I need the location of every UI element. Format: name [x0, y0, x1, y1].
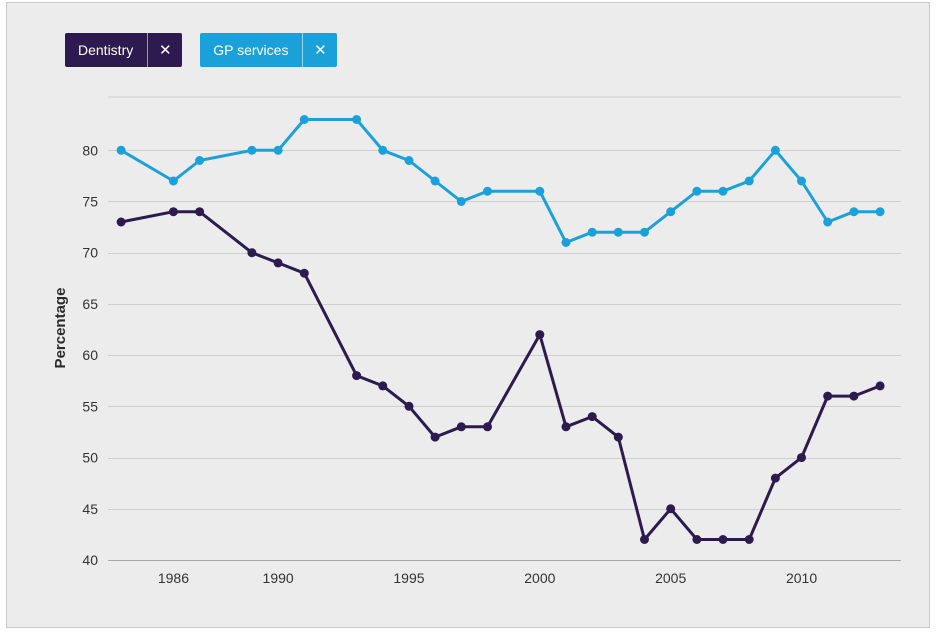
close-icon[interactable]: ✕	[302, 33, 337, 67]
series-line-gp[interactable]	[120, 118, 881, 244]
data-point-gp[interactable]	[116, 145, 126, 155]
data-point-dentistry[interactable]	[770, 473, 780, 483]
x-tick-label: 2000	[524, 570, 555, 586]
data-point-dentistry[interactable]	[666, 504, 676, 514]
gridlines	[108, 96, 901, 561]
data-point-dentistry[interactable]	[587, 412, 597, 422]
data-point-dentistry[interactable]	[875, 381, 885, 391]
data-point-dentistry[interactable]	[797, 453, 806, 463]
data-point-dentistry[interactable]	[561, 422, 571, 432]
y-tick-label: 65	[82, 296, 98, 312]
x-tick-label: 2010	[786, 570, 817, 586]
data-point-dentistry[interactable]	[849, 391, 859, 401]
data-point-gp[interactable]	[404, 156, 414, 165]
close-icon[interactable]: ✕	[147, 33, 182, 67]
data-point-gp[interactable]	[273, 145, 283, 155]
x-tick-label: 1990	[263, 570, 294, 586]
series-line-dentistry[interactable]	[120, 210, 881, 541]
data-point-gp[interactable]	[640, 227, 649, 237]
data-point-gp[interactable]	[299, 115, 309, 124]
legend-chip-dentistry-label: Dentistry	[78, 42, 134, 58]
data-point-gp[interactable]	[849, 207, 859, 217]
data-point-dentistry[interactable]	[378, 381, 388, 391]
data-point-gp[interactable]	[195, 156, 205, 165]
data-point-gp[interactable]	[378, 145, 388, 155]
data-point-dentistry[interactable]	[535, 330, 545, 340]
y-tick-label: 45	[82, 501, 98, 517]
legend: Dentistry ✕ GP services ✕	[65, 33, 338, 67]
data-point-gp[interactable]	[352, 115, 362, 124]
series-gp[interactable]	[116, 115, 885, 247]
y-tick-label: 75	[82, 193, 98, 209]
data-point-dentistry[interactable]	[299, 268, 309, 278]
x-tick-label: 1995	[393, 570, 424, 586]
data-point-dentistry[interactable]	[247, 248, 257, 258]
y-tick-label: 40	[82, 552, 98, 568]
data-point-gp[interactable]	[823, 217, 833, 227]
data-point-dentistry[interactable]	[195, 207, 205, 217]
data-point-gp[interactable]	[535, 186, 545, 196]
legend-chip-gp-services-label: GP services	[213, 42, 289, 58]
data-point-gp[interactable]	[483, 186, 492, 196]
data-point-dentistry[interactable]	[404, 401, 414, 411]
data-point-gp[interactable]	[770, 145, 780, 155]
x-tick-label: 1986	[158, 570, 189, 586]
data-point-gp[interactable]	[666, 207, 676, 217]
x-axis-ticks: 1986 1990 1995 2000 2005 2010	[158, 570, 817, 586]
y-tick-label: 80	[82, 142, 98, 158]
data-point-gp[interactable]	[587, 227, 597, 237]
legend-chip-dentistry[interactable]: Dentistry ✕	[65, 33, 183, 67]
series-dentistry[interactable]	[116, 207, 885, 544]
data-point-gp[interactable]	[613, 227, 623, 237]
data-point-dentistry[interactable]	[823, 391, 833, 401]
y-tick-label: 70	[82, 245, 98, 261]
y-tick-label: 55	[82, 398, 98, 414]
legend-chip-gp-services[interactable]: GP services ✕	[200, 33, 338, 67]
data-point-dentistry[interactable]	[718, 535, 728, 544]
data-point-gp[interactable]	[561, 238, 571, 247]
y-axis-title: Percentage	[52, 288, 69, 369]
chart-panel: Dentistry ✕ GP services ✕	[6, 2, 930, 628]
data-point-gp[interactable]	[718, 186, 728, 196]
y-axis-ticks: 40 45 50 55 60 65 70 75 80	[82, 142, 98, 568]
data-point-gp[interactable]	[430, 176, 440, 186]
x-tick-label: 2005	[655, 570, 686, 586]
data-point-dentistry[interactable]	[273, 258, 283, 268]
data-point-dentistry[interactable]	[116, 217, 126, 227]
data-point-gp[interactable]	[168, 176, 178, 186]
data-point-dentistry[interactable]	[744, 535, 754, 544]
data-point-dentistry[interactable]	[640, 535, 649, 544]
data-point-gp[interactable]	[247, 145, 257, 155]
series-layer	[116, 115, 885, 544]
data-point-gp[interactable]	[875, 207, 885, 217]
data-point-dentistry[interactable]	[168, 207, 178, 217]
data-point-gp[interactable]	[456, 197, 466, 206]
data-point-dentistry[interactable]	[430, 432, 440, 442]
data-point-dentistry[interactable]	[692, 535, 702, 544]
data-point-dentistry[interactable]	[352, 371, 362, 381]
data-point-dentistry[interactable]	[613, 432, 623, 442]
data-point-dentistry[interactable]	[456, 422, 466, 432]
data-point-dentistry[interactable]	[483, 422, 492, 432]
data-point-gp[interactable]	[692, 186, 702, 196]
y-tick-label: 50	[82, 450, 98, 466]
data-point-gp[interactable]	[744, 176, 754, 186]
data-point-gp[interactable]	[797, 176, 806, 186]
y-tick-label: 60	[82, 347, 98, 363]
